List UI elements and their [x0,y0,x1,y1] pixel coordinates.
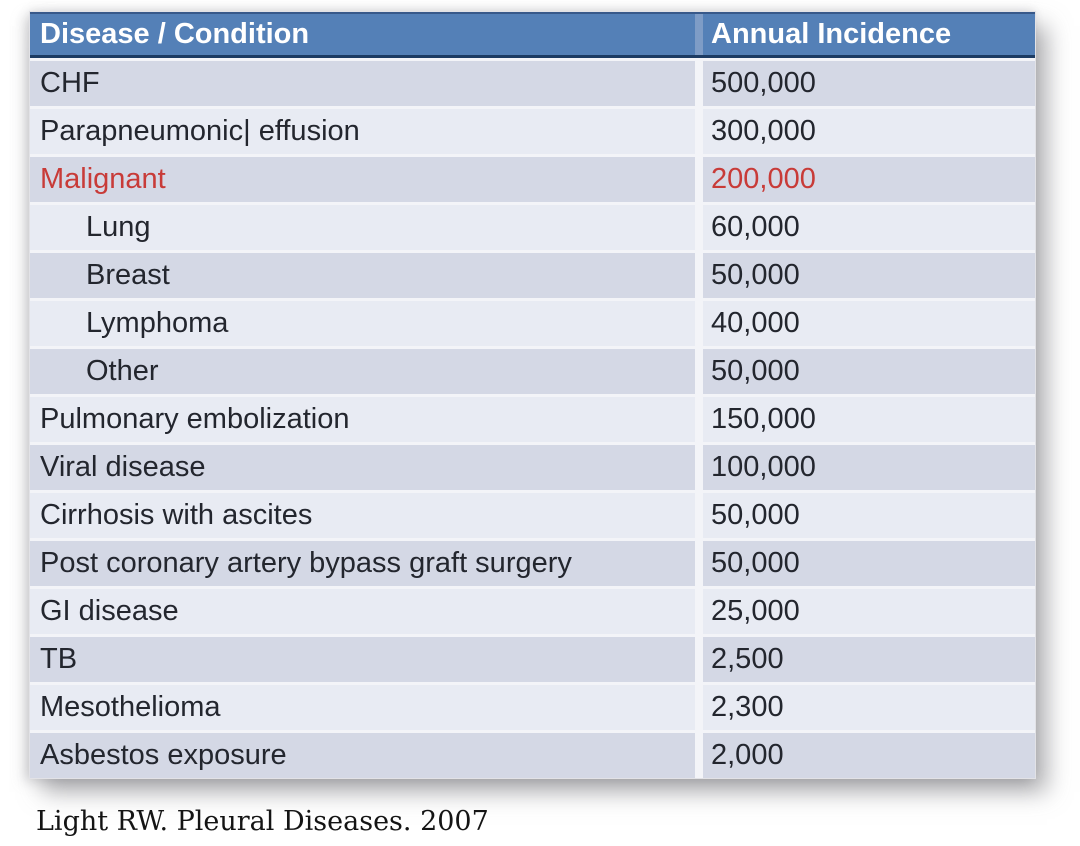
column-divider [695,541,703,586]
disease-cell: Parapneumonic| effusion [30,109,695,154]
disease-cell: Asbestos exposure [30,733,695,778]
incidence-cell: 50,000 [703,493,1035,538]
incidence-cell: 100,000 [703,445,1035,490]
disease-cell: Other [30,349,695,394]
column-divider [695,493,703,538]
disease-cell: CHF [30,61,695,106]
table-row: TB 2,500 [30,637,1035,682]
incidence-cell: 2,300 [703,685,1035,730]
disease-cell: TB [30,637,695,682]
disease-cell: Pulmonary embolization [30,397,695,442]
disease-cell: Lymphoma [30,301,695,346]
column-divider [695,205,703,250]
table-row: Parapneumonic| effusion 300,000 [30,109,1035,154]
table-row: Cirrhosis with ascites 50,000 [30,493,1035,538]
incidence-cell: 40,000 [703,301,1035,346]
table-row: GI disease 25,000 [30,589,1035,634]
table-row: Breast 50,000 [30,253,1035,298]
incidence-cell: 2,000 [703,733,1035,778]
column-divider [695,61,703,106]
incidence-cell: 500,000 [703,61,1035,106]
incidence-cell: 2,500 [703,637,1035,682]
column-divider [695,397,703,442]
column-divider [695,109,703,154]
table-row: Mesothelioma 2,300 [30,685,1035,730]
disease-cell: Viral disease [30,445,695,490]
column-divider [695,14,703,55]
disease-cell: Malignant [30,157,695,202]
disease-cell: Lung [30,205,695,250]
column-divider [695,733,703,778]
table-header-row: Disease / Condition Annual Incidence [30,12,1035,58]
column-divider [695,637,703,682]
incidence-cell: 50,000 [703,541,1035,586]
table-row: CHF 500,000 [30,61,1035,106]
table-row: Lymphoma 40,000 [30,301,1035,346]
incidence-cell: 50,000 [703,253,1035,298]
column-divider [695,445,703,490]
citation-text: Light RW. Pleural Diseases. 2007 [36,806,489,837]
column-divider [695,685,703,730]
incidence-cell: 50,000 [703,349,1035,394]
disease-cell: Cirrhosis with ascites [30,493,695,538]
incidence-cell: 200,000 [703,157,1035,202]
disease-cell: Breast [30,253,695,298]
incidence-cell: 300,000 [703,109,1035,154]
annual-incidence-table: Disease / Condition Annual Incidence CHF… [30,12,1035,778]
incidence-cell: 25,000 [703,589,1035,634]
table-row: Lung 60,000 [30,205,1035,250]
table-row: Asbestos exposure 2,000 [30,733,1035,778]
disease-cell: Post coronary artery bypass graft surger… [30,541,695,586]
column-divider [695,157,703,202]
table-row: Viral disease 100,000 [30,445,1035,490]
table-row: Post coronary artery bypass graft surger… [30,541,1035,586]
table-row: Pulmonary embolization 150,000 [30,397,1035,442]
table-row: Other 50,000 [30,349,1035,394]
incidence-cell: 150,000 [703,397,1035,442]
column-divider [695,589,703,634]
incidence-cell: 60,000 [703,205,1035,250]
disease-cell: Mesothelioma [30,685,695,730]
table-body: CHF 500,000 Parapneumonic| effusion 300,… [30,61,1035,778]
header-cell-annual-incidence: Annual Incidence [703,14,1035,55]
table-row: Malignant 200,000 [30,157,1035,202]
header-cell-disease-condition: Disease / Condition [30,14,695,55]
column-divider [695,349,703,394]
column-divider [695,253,703,298]
column-divider [695,301,703,346]
disease-cell: GI disease [30,589,695,634]
